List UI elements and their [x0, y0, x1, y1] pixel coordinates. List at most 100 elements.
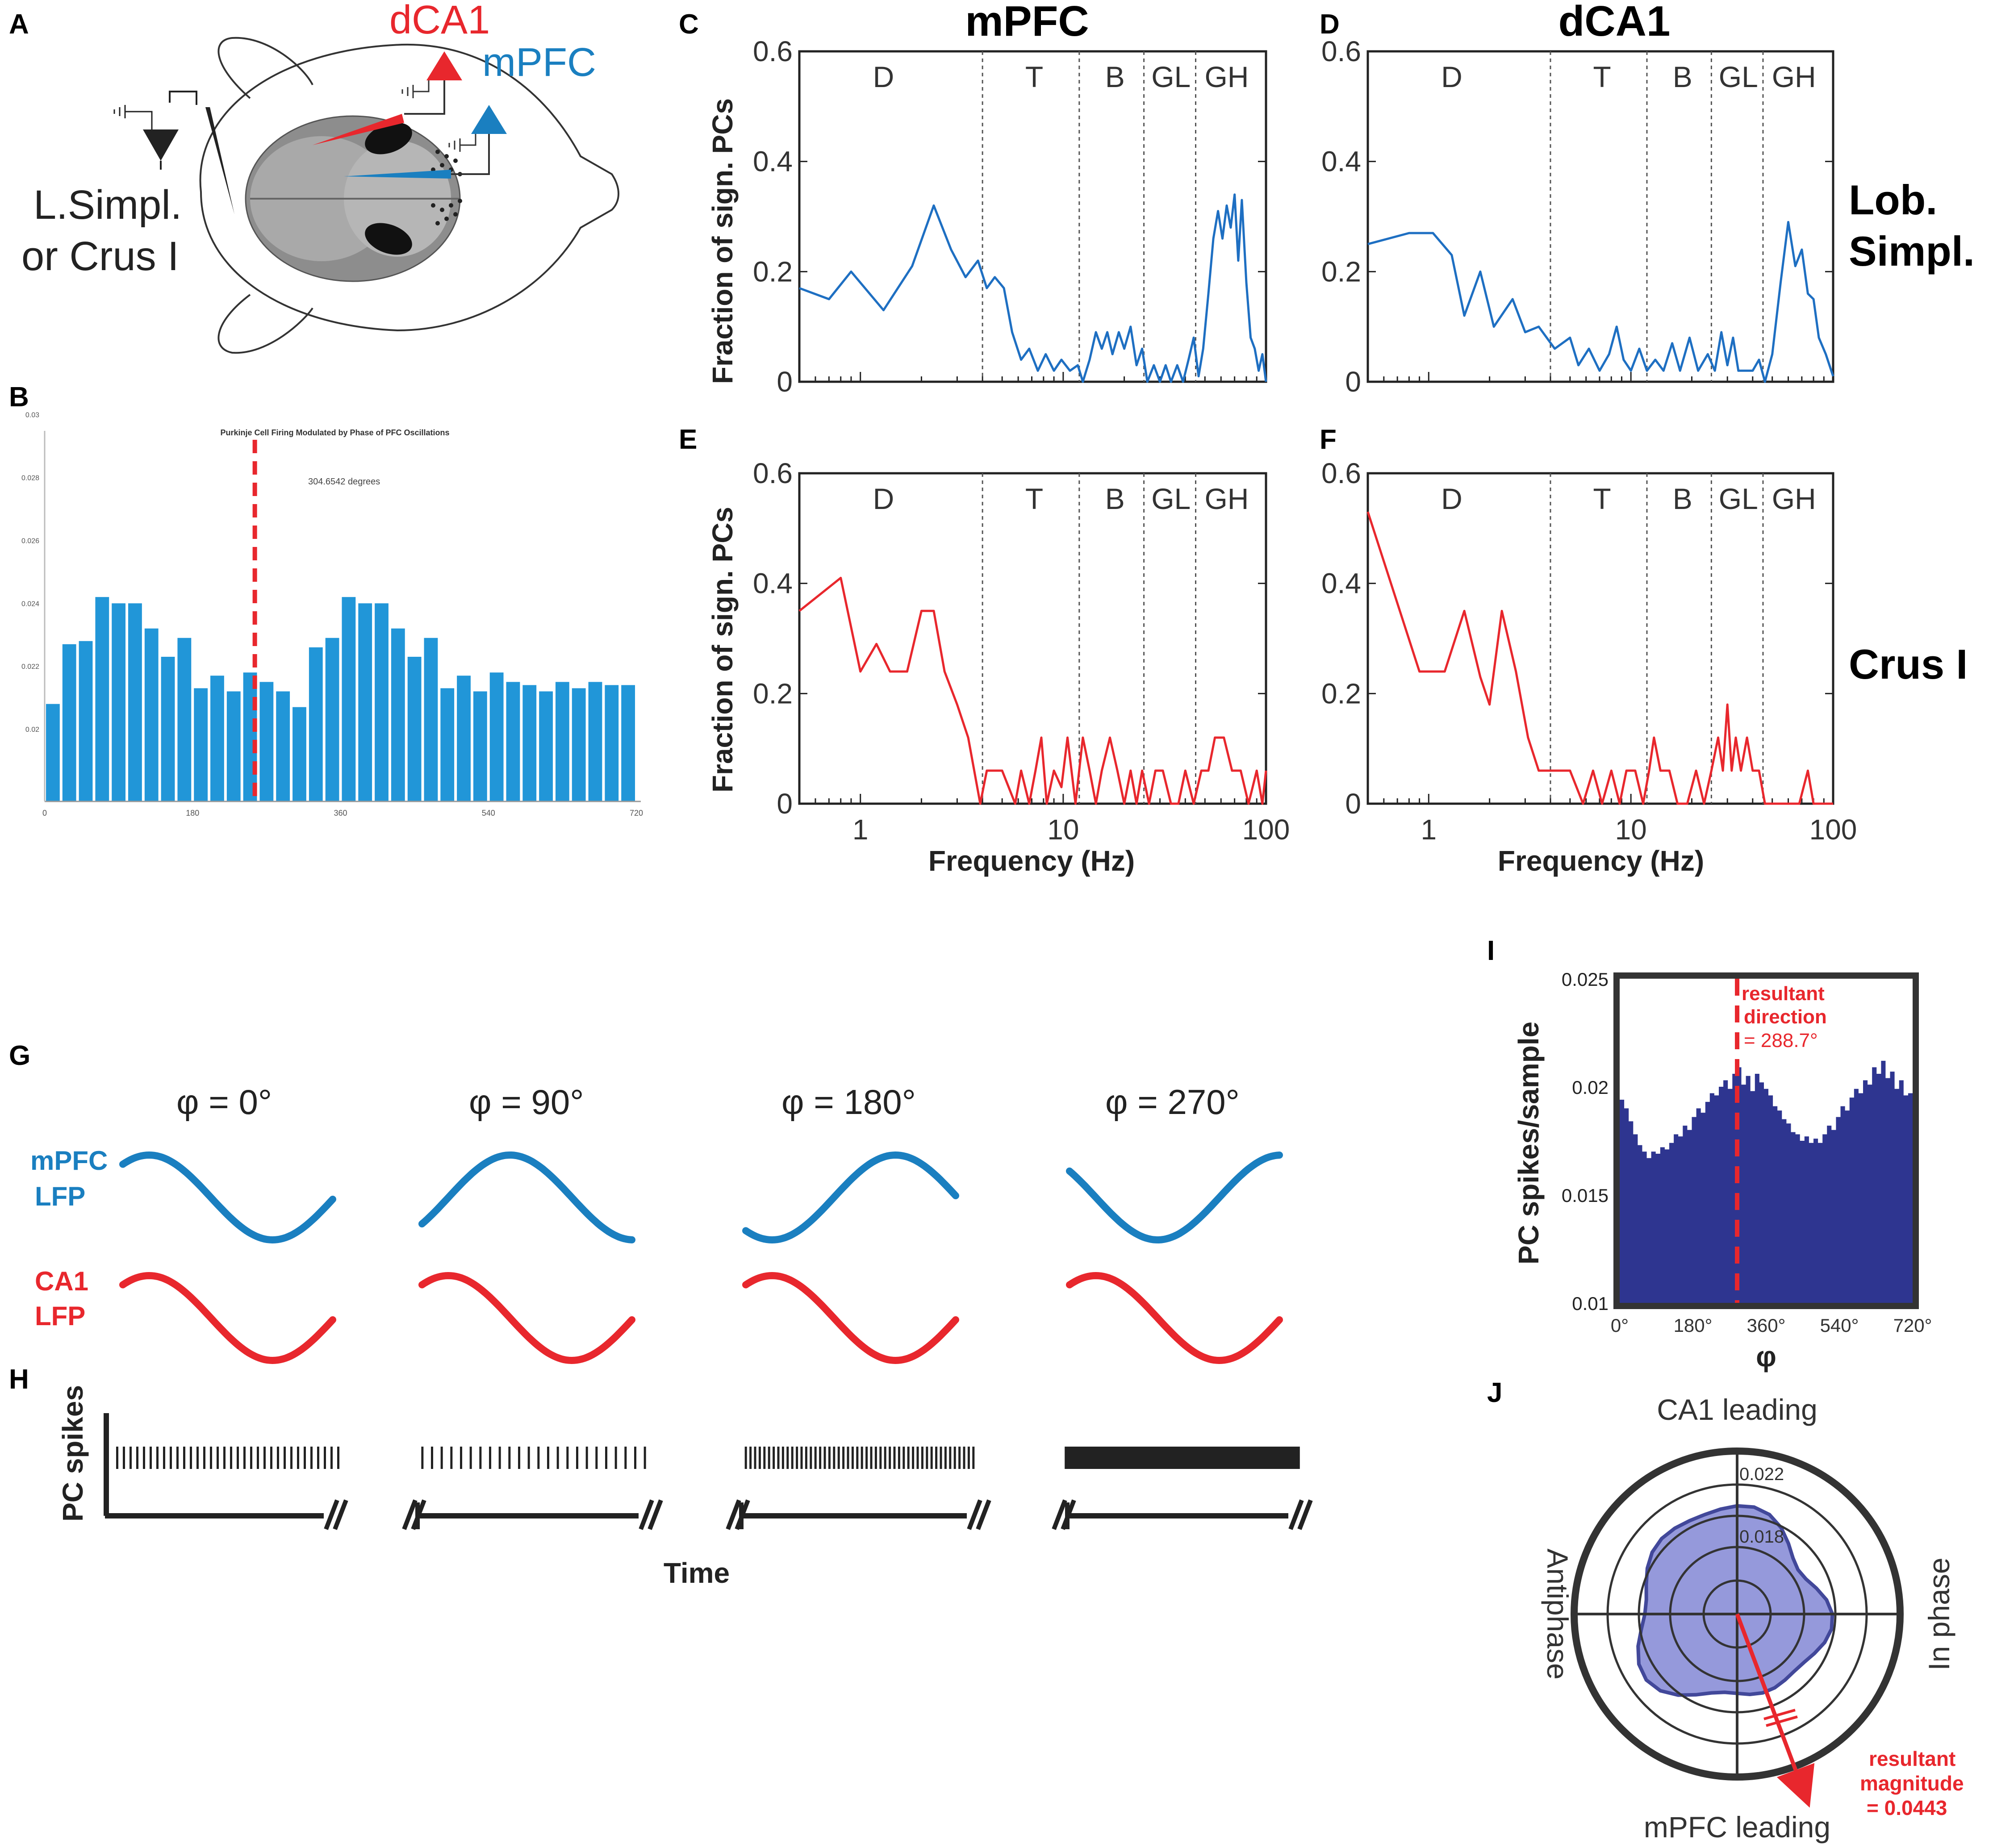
y-tick-label: 0.2: [753, 677, 793, 709]
spectral-x-label-dca1: Frequency (Hz): [1498, 845, 1704, 877]
panel-a: A dCA1 mPFC L.Simpl: [9, 0, 619, 354]
panel-i-histogram: [1620, 1060, 1913, 1303]
mpfc-lfp-label-2: LFP: [35, 1181, 85, 1211]
axis-break: [1288, 1499, 1304, 1530]
band-label: GH: [1772, 482, 1816, 515]
spectral-series-line: [1366, 511, 1833, 805]
panel-b-bar: [539, 691, 553, 801]
phase-label-180: φ = 180°: [781, 1082, 916, 1122]
y-tick-label: 0.2: [753, 255, 793, 288]
cerebellum-label-2: or Crus I: [21, 234, 179, 279]
cerebellum-label-1: L.Simpl.: [33, 182, 182, 228]
polar-label-in-phase: In phase: [1922, 1557, 1955, 1670]
resultant-arrow: [1735, 1613, 1815, 1808]
panel-b-bar: [62, 644, 76, 801]
axis-break: [324, 1499, 339, 1530]
whisker-pad: [431, 150, 462, 225]
panel-i-bars: [1620, 1060, 1913, 1303]
panel-i-y-tick: 0.015: [1562, 1185, 1609, 1206]
spectral-y-label-top: Fraction of sign. PCs: [706, 98, 739, 384]
panel-b: B Purkinje Cell Firing Modulated by Phas…: [9, 382, 643, 818]
band-label: GH: [1772, 60, 1816, 93]
panel-letter-f: F: [1320, 424, 1337, 455]
mpfc-amplifier: [471, 105, 507, 134]
dca1-electrode: [313, 114, 404, 145]
column-title-dca1: dCA1: [1558, 0, 1671, 45]
panel-b-bar: [522, 685, 537, 801]
panel-b-y-tick: 0.03: [25, 412, 39, 419]
lfp-waves: [119, 1151, 1283, 1364]
panel-b-bar: [375, 603, 389, 801]
mpfc-lfp-wave: [1066, 1151, 1283, 1244]
band-label: GL: [1151, 60, 1191, 93]
axis-break: [967, 1499, 982, 1530]
resultant-direction-annotation-1: resultant: [1742, 983, 1825, 1005]
panel-b-y-ticks: 0.03 0.028 0.026 0.024 0.022 0.02: [21, 412, 39, 734]
panel-b-bars: [46, 597, 635, 801]
mpfc-lfp-wave: [119, 1151, 336, 1244]
resultant-magnitude-annotation-2: magnitude: [1860, 1772, 1964, 1795]
panel-i-y-label: PC spikes/sample: [1513, 1022, 1545, 1264]
panel-b-bar: [161, 657, 175, 801]
panel-b-bar: [605, 685, 619, 801]
axis-break: [402, 1499, 418, 1530]
x-tick-label: 10: [1047, 813, 1079, 846]
polar-ring-label: 0.022: [1739, 1464, 1784, 1484]
band-label: GH: [1204, 482, 1249, 515]
x-tick-label: 10: [1615, 813, 1647, 846]
panel-b-x-tick: 540: [482, 809, 495, 818]
mpfc-lfp-label-1: mPFC: [30, 1146, 108, 1176]
panel-i-x-tick: 540°: [1820, 1315, 1859, 1336]
panel-i-x-ticks: 0° 180° 360° 540° 720°: [1611, 1315, 1932, 1336]
spectral-frame: [798, 50, 1267, 383]
panel-i-y-tick: 0.02: [1572, 1077, 1609, 1098]
panel-b-bar: [46, 704, 60, 801]
panel-h: H PC spikes Time: [9, 1364, 1313, 1589]
panel-b-bar: [226, 691, 241, 801]
resultant-magnitude-annotation-3: = 0.0443: [1867, 1796, 1947, 1819]
mpfc-lfp-wave: [418, 1151, 635, 1243]
cerebellar-amplifier: [143, 129, 179, 161]
band-label: D: [873, 482, 894, 515]
eye-bottom: [365, 223, 412, 255]
panel-b-axes: [44, 431, 641, 802]
time-label: Time: [664, 1557, 730, 1589]
polar-label-antiphase: Antiphase: [1541, 1548, 1574, 1680]
polar-label-mpfc-leading: mPFC leading: [1644, 1810, 1830, 1844]
resultant-arrow-tick: [1766, 1715, 1798, 1727]
panel-b-bar: [259, 682, 274, 801]
panel-b-bar: [424, 638, 438, 801]
panel-letter-a: A: [9, 9, 29, 40]
y-tick-label: 0.4: [1321, 567, 1361, 600]
axis-break: [726, 1499, 741, 1530]
spectral-x-label-mpfc: Frequency (Hz): [928, 845, 1135, 877]
cerebellar-electrode: [205, 107, 234, 214]
phase-label-270: φ = 270°: [1105, 1082, 1240, 1122]
y-tick-label: 0: [777, 366, 793, 398]
row-title-crus: Crus I: [1849, 641, 1968, 688]
panel-b-bar: [243, 672, 257, 801]
spectral-y-label-bottom: Fraction of sign. PCs: [706, 507, 739, 793]
row-title-lob-1: Lob.: [1849, 176, 1937, 223]
band-label: GL: [1719, 482, 1758, 515]
panel-letter-i: I: [1487, 935, 1495, 966]
panel-b-bar: [358, 603, 372, 801]
panel-b-x-tick: 180: [186, 809, 199, 818]
panel-letter-b: B: [9, 382, 29, 413]
panel-b-bar: [177, 638, 192, 801]
panel-b-y-tick: 0.024: [21, 600, 39, 608]
dca1-amplifier: [426, 51, 462, 80]
panel-i-y-ticks: 0.01 0.015 0.02 0.025: [1562, 969, 1609, 1314]
resultant-magnitude-annotation-1: resultant: [1869, 1747, 1955, 1770]
panel-letter-d: D: [1320, 9, 1340, 40]
mpfc-electrode: [344, 170, 451, 179]
spectral-series-line: [1367, 221, 1834, 383]
axis-break: [639, 1499, 654, 1530]
band-label: B: [1105, 482, 1125, 515]
y-tick-label: 0.2: [1321, 677, 1361, 709]
band-label: GL: [1151, 482, 1191, 515]
panel-b-y-tick: 0.022: [21, 663, 39, 671]
panel-e: D T B GL GH 0 0.2 0.4 0.6 1 10 100: [753, 457, 1290, 846]
y-tick-label: 0.2: [1321, 255, 1361, 288]
panel-b-y-tick: 0.026: [21, 537, 39, 545]
